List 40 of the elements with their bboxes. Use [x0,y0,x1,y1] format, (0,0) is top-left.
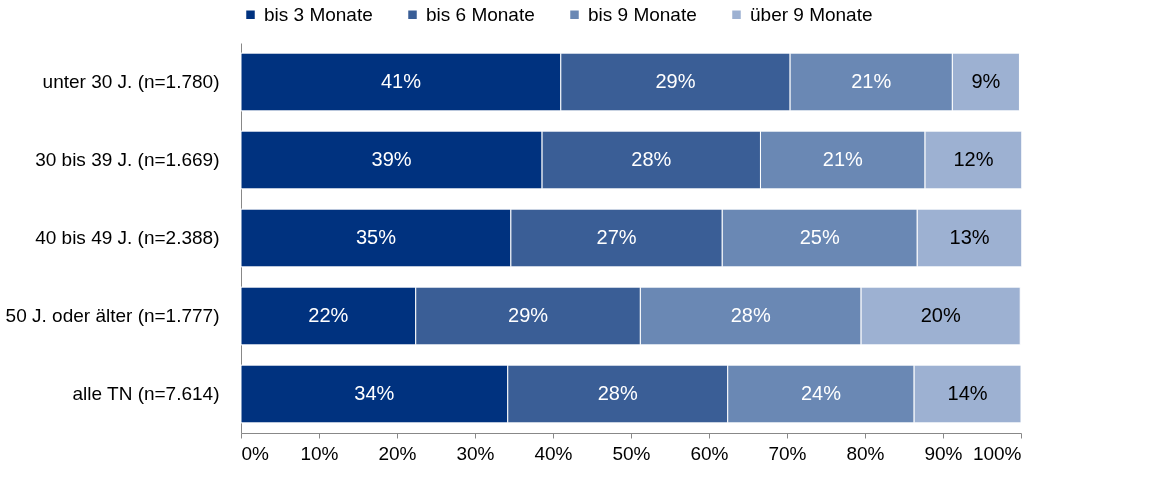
data-label: 35% [355,226,397,248]
data-label: 20% [920,304,961,326]
data-label: 22% [308,304,349,326]
legend-label: bis 9 Monate [588,3,697,25]
data-label: 27% [596,226,637,248]
legend-label: bis 6 Monate [426,3,535,25]
data-label: 28% [730,304,771,326]
y-tick-label: alle TN (n=7.614) [72,383,220,404]
data-label: 29% [655,70,696,92]
legend-label: bis 3 Monate [264,3,373,25]
data-label: 21% [822,148,863,170]
x-tick-label: 80% [846,442,885,464]
data-label: 28% [631,148,672,170]
x-tick-label: 90% [924,442,963,464]
y-tick-label: unter 30 J. (n=1.780) [42,71,220,92]
data-label: 41% [380,70,422,92]
data-label: 25% [799,226,840,248]
x-tick-label: 50% [612,442,651,464]
data-label: 34% [354,382,395,404]
x-tick-label: 30% [456,442,495,464]
data-label: 14% [947,382,988,404]
data-label: 28% [597,382,638,404]
y-tick-label: 40 bis 49 J. (n=2.388) [35,227,220,248]
x-tick-label: 10% [300,442,339,464]
x-tick-label: 0% [241,442,270,464]
data-label: 39% [371,148,412,170]
data-label: 21% [851,70,892,92]
data-label: 12% [953,148,994,170]
x-tick-label: 70% [768,442,807,464]
x-tick-label: 60% [690,442,729,464]
y-tick-label: 30 bis 39 J. (n=1.669) [35,149,220,170]
data-label: 9% [971,70,1001,92]
y-tick-label: 50 J. oder älter (n=1.777) [5,305,220,326]
x-tick-label: 40% [534,442,573,464]
x-tick-label: 100% [972,442,1022,464]
x-tick-label: 20% [378,442,417,464]
data-label: 13% [949,226,990,248]
data-label: 24% [800,382,842,404]
data-label: 29% [508,304,549,326]
legend-label: über 9 Monate [750,3,873,25]
